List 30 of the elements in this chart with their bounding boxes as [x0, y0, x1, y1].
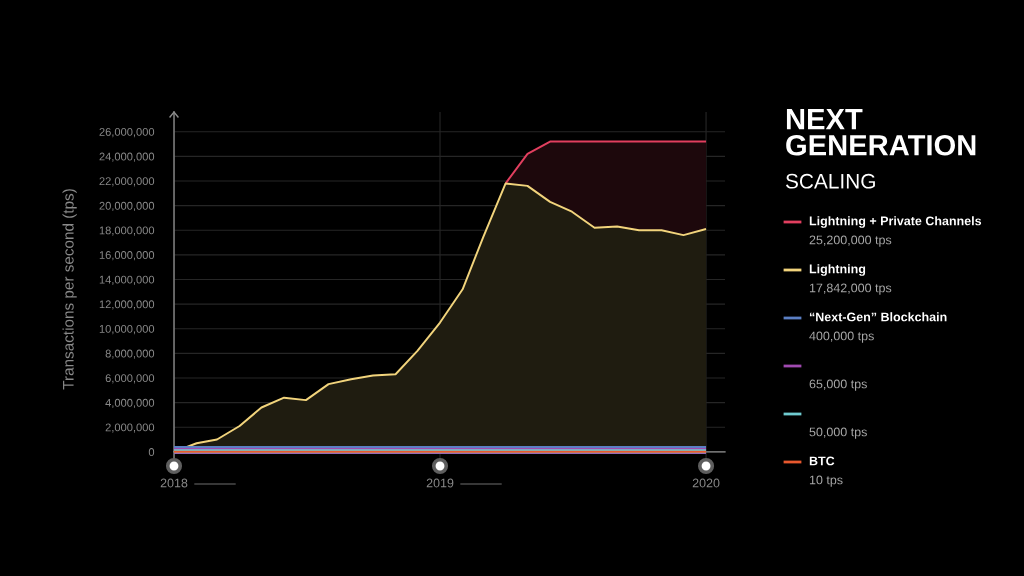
y-tick-label: 10,000,000: [99, 324, 155, 335]
legend-label: Lightning: [809, 264, 866, 276]
y-tick-label: 18,000,000: [99, 226, 155, 236]
text: 400,000 tps: [809, 331, 874, 343]
text: 65,000 tps: [809, 379, 867, 391]
y-tick-label: 6,000,000: [105, 374, 155, 384]
y-tick-label: 12,000,000: [99, 300, 155, 310]
legend-label: BTC: [809, 456, 835, 466]
y-tick-label: 24,000,000: [99, 152, 155, 162]
text: 50,000 tps: [809, 427, 867, 439]
legend-label: “Next-Gen” Blockchain: [809, 312, 947, 322]
x-tick-label: 2018: [160, 478, 188, 488]
y-tick-label: 0: [148, 448, 155, 456]
y-tick-label: 22,000,000: [99, 177, 155, 187]
y-tick-label: 14,000,000: [99, 275, 155, 285]
y-tick-label: 4,000,000: [105, 398, 155, 409]
text: 17,842,000 tps: [809, 283, 892, 295]
y-tick-label: 16,000,000: [99, 251, 155, 261]
y-tick-label: 26,000,000: [99, 127, 155, 138]
y-tick-label: 2,000,000: [105, 423, 155, 433]
y-tick-label: 20,000,000: [99, 201, 155, 212]
x-tick-label: 2019: [426, 478, 454, 488]
text: SCALING: [785, 173, 875, 189]
x-tick-label: 2020: [692, 478, 720, 488]
y-axis-title: Transactions per second (tps): [62, 189, 77, 390]
y-tick-label: 8,000,000: [105, 349, 155, 359]
legend-label: Lightning + Private Channels: [809, 216, 982, 228]
text: 25,200,000 tps: [809, 235, 892, 247]
text: 10 tps: [809, 475, 843, 487]
text: NEXT GENERATION: [786, 109, 976, 156]
